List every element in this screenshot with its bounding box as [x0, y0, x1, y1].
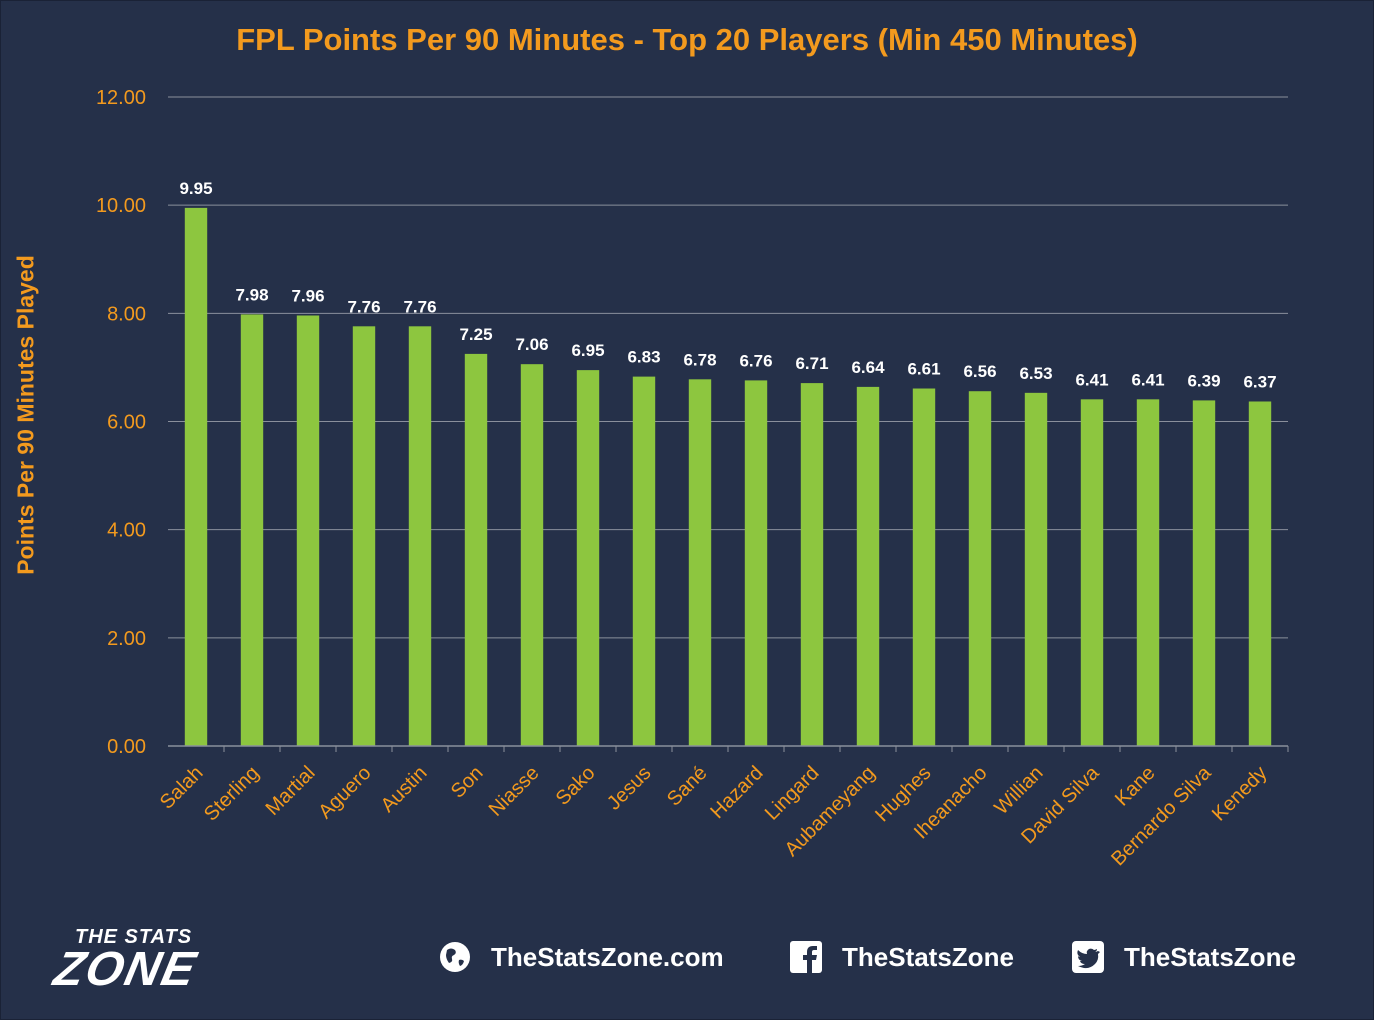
bar: [912, 388, 936, 746]
x-tick-label: Austin: [377, 762, 432, 817]
twitter-icon: [1070, 939, 1106, 975]
bars: [184, 207, 1272, 746]
x-tick-label: Kenedy: [1208, 762, 1272, 826]
x-tick-label: Bernardo Silva: [1107, 761, 1216, 870]
bar: [744, 380, 768, 746]
website-text: TheStatsZone.com: [491, 941, 724, 972]
x-tick-label: Jesus: [603, 762, 656, 815]
chart-title: FPL Points Per 90 Minutes - Top 20 Playe…: [236, 22, 1138, 57]
gridlines: [168, 96, 1288, 639]
y-tick-label: 4.00: [107, 520, 146, 542]
y-tick-label: 6.00: [107, 412, 146, 434]
bar: [632, 376, 656, 746]
x-tick-label: Sako: [552, 762, 600, 810]
bar: [464, 353, 488, 746]
bar: [1136, 399, 1160, 746]
x-tick-label: Hazard: [706, 762, 767, 823]
bar: [968, 391, 992, 746]
globe-icon: [437, 939, 473, 975]
footer: THE STATS ZONE TheStatsZone.com TheStats…: [0, 915, 1374, 1005]
bar: [1024, 392, 1048, 746]
bar: [800, 383, 824, 746]
x-tick-label: Aguero: [314, 762, 375, 823]
y-axis-ticks: 0.00 2.00 4.00 6.00 8.00 10.00 12.00: [96, 87, 146, 758]
y-tick-label: 8.00: [107, 303, 146, 325]
y-tick-label: 2.00: [107, 628, 146, 650]
data-label: 6.61: [907, 360, 940, 379]
twitter-text: TheStatsZone: [1124, 941, 1296, 972]
data-label: 6.41: [1131, 370, 1164, 389]
bar: [576, 370, 600, 746]
bar: [184, 207, 208, 746]
x-tick-label: Sterling: [200, 762, 264, 826]
y-tick-label: 0.00: [107, 736, 146, 758]
data-label: 9.95: [179, 179, 212, 198]
twitter-link[interactable]: TheStatsZone: [1070, 937, 1296, 977]
x-tick-label: Niasse: [485, 762, 544, 821]
data-label: 7.76: [403, 297, 436, 316]
bar: [1080, 399, 1104, 746]
data-label: 6.76: [739, 351, 772, 370]
bar: [856, 386, 880, 746]
facebook-text: TheStatsZone: [842, 941, 1014, 972]
data-label: 7.98: [235, 285, 268, 304]
data-label: 6.41: [1075, 370, 1108, 389]
y-tick-label: 12.00: [96, 87, 146, 109]
bar: [240, 314, 264, 746]
data-label: 6.56: [963, 362, 996, 381]
data-label: 6.64: [851, 358, 885, 377]
x-tick-label: Salah: [156, 762, 208, 814]
data-label: 7.76: [347, 297, 380, 316]
logo-line2: ZONE: [49, 943, 202, 996]
facebook-link[interactable]: TheStatsZone: [788, 937, 1014, 977]
bar: [352, 326, 376, 746]
data-label: 6.37: [1243, 372, 1276, 391]
website-link[interactable]: TheStatsZone.com: [437, 937, 724, 977]
bar: [520, 364, 544, 746]
data-label: 6.71: [795, 354, 828, 373]
the-stats-zone-logo: THE STATS ZONE: [49, 920, 290, 1000]
facebook-icon: [788, 939, 824, 975]
x-tick-label: Martial: [262, 762, 320, 820]
x-tick-label: Kane: [1111, 762, 1160, 811]
data-label: 6.95: [571, 341, 604, 360]
bar: [1192, 400, 1216, 746]
data-label: 7.96: [291, 286, 324, 305]
y-tick-label: 10.00: [96, 195, 146, 217]
data-label: 6.39: [1187, 371, 1220, 390]
bar: [1248, 401, 1272, 746]
logo-line1: THE STATS: [75, 926, 193, 948]
bar: [296, 315, 320, 746]
data-label: 6.53: [1019, 364, 1052, 383]
data-label: 6.83: [627, 348, 660, 367]
data-label: 7.25: [459, 325, 492, 344]
x-tick-label: Sané: [663, 762, 712, 811]
data-labels: 9.95 7.98 7.96 7.76 7.76 7.25 7.06 6.95 6.83 6.78…: [179, 179, 1276, 392]
bar: [688, 379, 712, 746]
x-tick-label: Son: [447, 762, 488, 803]
data-label: 7.06: [515, 335, 548, 354]
data-label: 6.78: [683, 350, 716, 369]
bar-chart: 0.00 2.00 4.00 6.00 8.00 10.00 12.00 9.95 7.98 7…: [96, 87, 1289, 870]
bar: [408, 326, 432, 746]
